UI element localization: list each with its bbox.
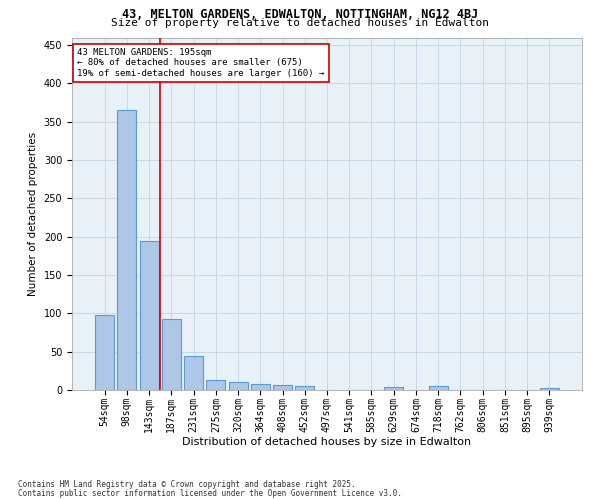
X-axis label: Distribution of detached houses by size in Edwalton: Distribution of detached houses by size … [182,437,472,447]
Bar [162,318,181,390]
Bar [273,386,292,390]
Text: 43, MELTON GARDENS, EDWALTON, NOTTINGHAM, NG12 4BJ: 43, MELTON GARDENS, EDWALTON, NOTTINGHAM… [122,8,478,20]
Text: Size of property relative to detached houses in Edwalton: Size of property relative to detached ho… [111,18,489,28]
Y-axis label: Number of detached properties: Number of detached properties [28,132,38,296]
Bar [118,110,136,390]
Bar [140,240,158,390]
Bar [251,384,270,390]
Text: Contains HM Land Registry data © Crown copyright and database right 2025.: Contains HM Land Registry data © Crown c… [18,480,356,489]
Bar [295,386,314,390]
Bar [540,388,559,390]
Bar [429,386,448,390]
Text: Contains public sector information licensed under the Open Government Licence v3: Contains public sector information licen… [18,488,402,498]
Bar [184,356,203,390]
Bar [95,315,114,390]
Bar [384,387,403,390]
Text: 43 MELTON GARDENS: 195sqm
← 80% of detached houses are smaller (675)
19% of semi: 43 MELTON GARDENS: 195sqm ← 80% of detac… [77,48,325,78]
Bar [206,380,225,390]
Bar [229,382,248,390]
